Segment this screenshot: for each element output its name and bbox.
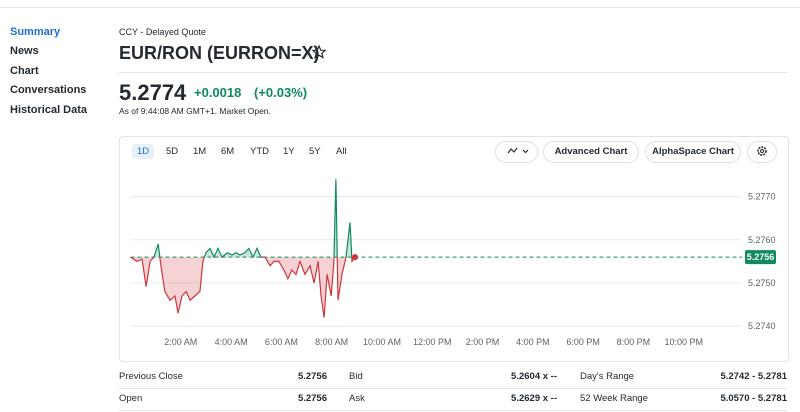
nav-item[interactable]: Summary [10,26,61,38]
stat-value: 5.2742 - 5.2781 [720,371,787,382]
change-pct: (+0.03%) [254,85,308,100]
row-divider [119,410,787,411]
stat-value: 5.0570 - 5.2781 [720,393,787,404]
exchange: CCY - Delayed Quote [119,27,206,37]
stat-label: Previous Close [119,371,183,382]
x-tick-label: 6:00 AM [265,337,298,347]
stat-value: 5.2604 x -- [511,371,557,382]
x-tick-label: 4:00 AM [215,337,248,347]
range-button[interactable]: 1M [193,146,207,157]
as-of: As of 9:44:08 AM GMT+1. Market Open. [119,106,271,116]
range-button[interactable]: All [336,146,347,157]
y-tick-label: 5.2760 [748,235,776,245]
x-tick-label: 8:00 AM [315,337,348,347]
y-tick-label: 5.2740 [748,321,776,331]
row-divider [119,388,787,389]
chart-type-icon [507,148,528,154]
current-dot [352,254,359,261]
x-tick-label: 10:00 PM [664,337,703,347]
baseline-tag [745,250,776,265]
range-button[interactable]: 1D [132,144,155,159]
x-tick-label: 6:00 PM [566,337,600,347]
nav-item[interactable]: Conversations [10,84,87,96]
chart-panel [119,136,789,362]
stat-label: Ask [349,393,365,404]
range-button[interactable]: 6M [221,146,235,157]
x-tick-label: 12:00 PM [413,337,452,347]
price: 5.2774 [119,80,187,105]
nav-item[interactable]: Chart [10,65,39,77]
nav-item[interactable]: News [10,45,39,57]
range-button[interactable]: 5D [166,146,179,157]
settings-button[interactable] [747,141,777,163]
nav-item[interactable]: Historical Data [10,104,88,116]
stat-value: 5.2756 [297,371,327,382]
x-tick-label: 2:00 PM [466,337,500,347]
top-border [0,7,800,8]
area [130,179,356,318]
stat-label: 52 Week Range [580,393,648,404]
advanced-chart-button[interactable]: Advanced Chart [543,141,639,163]
chart-type-button[interactable] [495,141,538,163]
chart: 5.2740 5.2750 5.2760 5.2770 2:00 AM 4:00 AM 6:… [130,179,776,347]
x-tick-label: 4:00 PM [516,337,550,347]
price-line [130,179,356,318]
baseline-tag-label: 5.2756 [747,252,775,262]
gear-icon [757,146,767,157]
button-label: Advanced Chart [554,146,628,157]
x-tick-label: 10:00 AM [363,337,401,347]
stat-value: 5.2629 x -- [511,393,557,404]
divider [119,72,787,73]
stat-label: Open [119,393,143,404]
stat-value: 5.2756 [297,393,327,404]
stat-label: Day's Range [580,371,635,382]
stat-label: Bid [349,371,363,382]
range-button[interactable]: YTD [250,146,269,157]
button-label: AlphaSpace Chart [652,146,734,157]
change: +0.0018 [194,85,242,100]
x-tick-label: 8:00 PM [617,337,651,347]
range-button[interactable]: 1Y [283,146,295,157]
star-icon[interactable] [312,45,326,59]
y-tick-label: 5.2770 [748,192,776,202]
range-button[interactable]: 5Y [309,146,321,157]
alphaspace-chart-button[interactable]: AlphaSpace Chart [645,141,741,163]
x-tick-label: 2:00 AM [164,337,197,347]
title: EUR/RON (EURRON=X) [119,43,320,63]
y-tick-label: 5.2750 [748,278,776,288]
